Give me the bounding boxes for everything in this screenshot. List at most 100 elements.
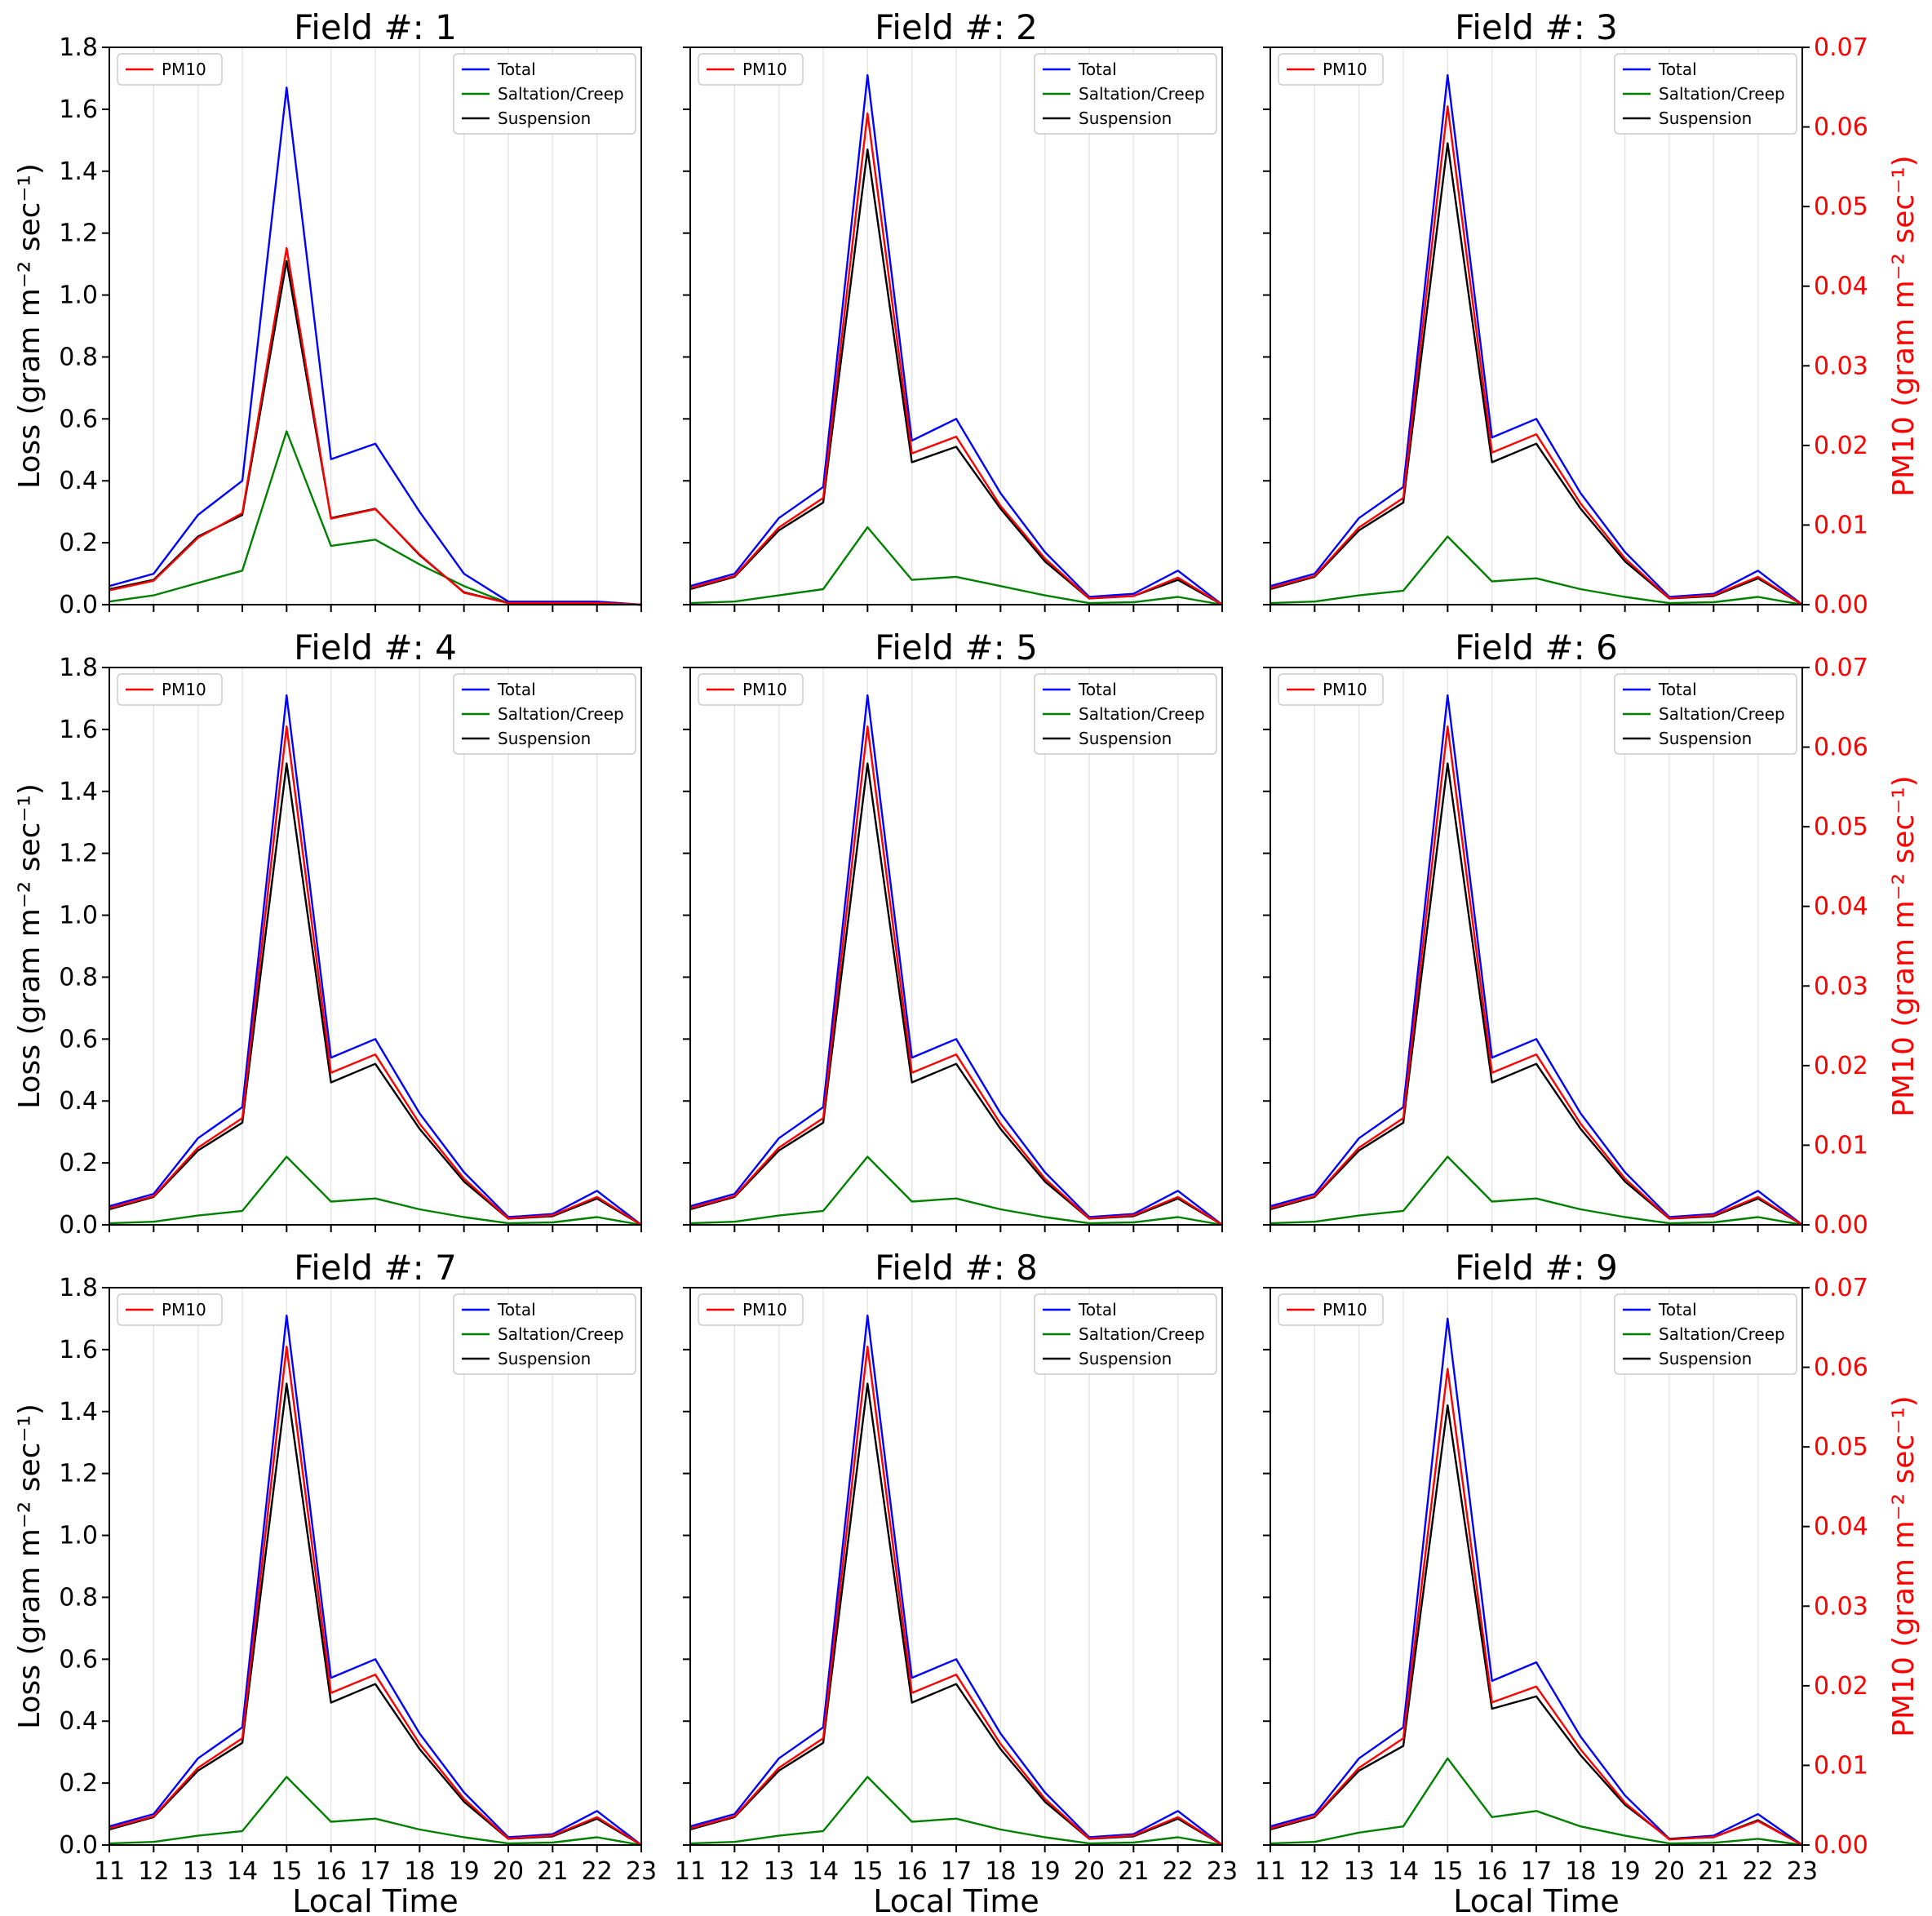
legend-label: PM10 xyxy=(742,1300,787,1319)
legend-label: Total xyxy=(1658,680,1697,699)
y-tick-label: 0.6 xyxy=(59,1025,98,1053)
y-right-tick-label: 0.04 xyxy=(1814,273,1868,301)
legend-label: Suspension xyxy=(1079,729,1172,748)
legend-label: Total xyxy=(497,60,536,79)
legend-right: Total Saltation/Creep Suspension xyxy=(453,53,636,135)
y-tick-label: 0.4 xyxy=(59,1087,98,1115)
series-line-pm10 xyxy=(689,725,1223,1226)
y-tick-label: 1.4 xyxy=(59,157,98,186)
legend-left: PM10 xyxy=(117,1293,223,1326)
legend-label: Saltation/Creep xyxy=(498,84,624,104)
x-tick-label: 22 xyxy=(1163,1857,1194,1886)
y-tick-label: 1.8 xyxy=(59,654,98,682)
legend-right: Total Saltation/Creep Suspension xyxy=(453,1293,636,1375)
x-tick-label: 18 xyxy=(985,1857,1016,1886)
series-line-total xyxy=(1270,73,1803,605)
y-right-axis-label: PM10 (gram m⁻² sec⁻¹) xyxy=(1887,775,1921,1116)
y-tick-label: 0.2 xyxy=(59,1149,98,1178)
y-tick-label: 0.0 xyxy=(59,1211,98,1240)
legend-label: PM10 xyxy=(162,680,206,699)
y-right-axis-label: PM10 (gram m⁻² sec⁻¹) xyxy=(1887,155,1921,496)
panel-title: Field #: 1 xyxy=(294,7,457,47)
series-line-pm10 xyxy=(1270,104,1803,606)
legend-box xyxy=(1278,673,1384,706)
y-right-tick-label: 0.02 xyxy=(1814,432,1868,460)
legend-left: PM10 xyxy=(1278,673,1384,706)
series-line-pm10 xyxy=(1270,725,1803,1226)
y-tick-label: 0.0 xyxy=(59,1831,98,1860)
y-tick-label: 1.4 xyxy=(59,1398,98,1426)
legend-left: PM10 xyxy=(698,53,804,86)
legend-box xyxy=(1278,1293,1384,1326)
legend-left: PM10 xyxy=(1278,53,1384,86)
legend-label: Suspension xyxy=(1659,1349,1752,1368)
series-line-saltation-creep xyxy=(689,1776,1223,1847)
legend-label: Suspension xyxy=(498,1349,591,1368)
x-tick-label: 16 xyxy=(897,1857,928,1886)
legend-left: PM10 xyxy=(117,53,223,86)
series-line-saltation-creep xyxy=(1270,535,1803,606)
legend-label: Saltation/Creep xyxy=(1079,84,1205,104)
x-tick-label: 18 xyxy=(404,1857,435,1886)
y-right-tick-label: 0.01 xyxy=(1814,1131,1868,1160)
y-left-axis-label: Loss (gram m⁻² sec⁻¹) xyxy=(13,163,47,489)
y-right-tick-label: 0.03 xyxy=(1814,1592,1868,1621)
x-tick-label: 11 xyxy=(1255,1857,1286,1886)
x-tick-label: 21 xyxy=(1698,1857,1729,1886)
legend-box xyxy=(453,1293,636,1375)
legend-right: Total Saltation/Creep Suspension xyxy=(1614,1293,1797,1375)
series-line-saltation-creep xyxy=(1270,1155,1803,1226)
x-tick-label: 19 xyxy=(1610,1857,1641,1886)
series-line-pm10 xyxy=(109,725,642,1226)
y-tick-label: 1.4 xyxy=(59,778,98,806)
x-tick-label: 15 xyxy=(852,1857,883,1886)
legend-left: PM10 xyxy=(698,673,804,706)
legend-label: PM10 xyxy=(742,60,787,79)
x-tick-label: 21 xyxy=(537,1857,568,1886)
x-tick-label: 12 xyxy=(719,1857,750,1886)
legend-label: Saltation/Creep xyxy=(1079,1324,1205,1344)
legend-label: Total xyxy=(1078,680,1117,699)
y-tick-label: 0.0 xyxy=(59,591,98,619)
y-tick-label: 0.6 xyxy=(59,405,98,433)
panel-2: Field #: 2 PM10 Total Saltation/Creep Suspen… xyxy=(683,7,1223,612)
legend-label: Saltation/Creep xyxy=(498,704,624,724)
panel-title: Field #: 6 xyxy=(1455,628,1618,667)
y-right-tick-label: 0.05 xyxy=(1814,813,1868,841)
x-tick-label: 13 xyxy=(1344,1857,1375,1886)
panel-title: Field #: 8 xyxy=(875,1248,1038,1288)
legend-box xyxy=(698,673,804,706)
y-tick-label: 1.6 xyxy=(59,716,98,744)
y-right-tick-label: 0.01 xyxy=(1814,1751,1868,1780)
x-tick-label: 17 xyxy=(360,1857,391,1886)
legend-label: PM10 xyxy=(162,1300,206,1319)
legend-label: Suspension xyxy=(1079,1349,1172,1368)
legend-label: Total xyxy=(497,1300,536,1319)
x-tick-label: 15 xyxy=(1432,1857,1463,1886)
x-tick-label: 17 xyxy=(941,1857,972,1886)
x-tick-label: 23 xyxy=(626,1857,657,1886)
series-line-total xyxy=(689,694,1223,1226)
legend-box xyxy=(698,1293,804,1326)
series-line-total xyxy=(1270,1317,1803,1846)
y-right-tick-label: 0.04 xyxy=(1814,893,1868,921)
y-right-tick-label: 0.02 xyxy=(1814,1052,1868,1080)
panel-4: Field #: 4 0.0 0.2 0.4 0.6 0.8 1.0 1.2 1.4 1.6 1.8… xyxy=(13,628,642,1240)
legend-right: Total Saltation/Creep Suspension xyxy=(1034,673,1217,755)
legend-label: PM10 xyxy=(742,680,787,699)
panel-6: Field #: 6 0.00 0.01 0.02 0.03 0.04 0.05 0.06 0.… xyxy=(1263,628,1921,1240)
legend-label: Saltation/Creep xyxy=(498,1324,624,1344)
panel-title: Field #: 9 xyxy=(1455,1248,1618,1288)
y-tick-label: 1.2 xyxy=(59,220,98,248)
x-tick-label: 12 xyxy=(1299,1857,1330,1886)
legend-label: PM10 xyxy=(162,60,206,79)
panel-8: Field #: 8 11 12 13 14 15 16 17 18 19 20 21 22 23 Loca… xyxy=(675,1248,1238,1916)
legend-right: Total Saltation/Creep Suspension xyxy=(1034,1293,1217,1375)
panel-title: Field #: 5 xyxy=(875,628,1038,667)
legend-right: Total Saltation/Creep Suspension xyxy=(453,673,636,755)
legend-label: Suspension xyxy=(1659,729,1752,748)
legend-label: PM10 xyxy=(1323,1300,1367,1319)
x-axis-label: Local Time xyxy=(292,1883,459,1916)
legend-box xyxy=(698,53,804,86)
y-tick-label: 0.8 xyxy=(59,1583,98,1612)
